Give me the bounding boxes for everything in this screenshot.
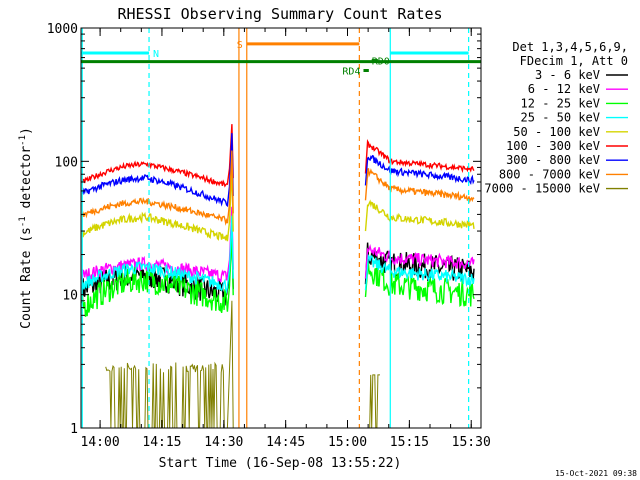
x-axis-label: Start Time (16-Sep-08 13:55:22)	[159, 456, 402, 471]
series-line-pre-3	[81, 215, 234, 294]
y-tick-label-2: 100	[55, 155, 78, 170]
series-line-pre-7	[81, 150, 234, 226]
series-line-pre-2	[81, 232, 234, 317]
x-tick-label-0: 14:00	[81, 435, 120, 450]
chart-title: RHESSI Observing Summary Count Rates	[117, 5, 442, 23]
series-line-post-3	[364, 253, 475, 291]
legend-header-line-1: Det 1,3,4,5,6,9,	[512, 40, 628, 54]
timestamp: 15-Oct-2021 09:38	[555, 469, 637, 478]
x-tick-label-1: 14:15	[142, 435, 181, 450]
y-axis-label: Count Rate (s-1 detector-1)	[18, 127, 34, 329]
legend-label-5: 100 - 300 keV	[506, 139, 600, 153]
legend-label-4: 50 - 100 keV	[513, 125, 600, 139]
series-layer	[81, 124, 475, 429]
x-tick-label-4: 15:00	[328, 435, 367, 450]
series-line-post-6	[364, 154, 475, 186]
x-tick-label-2: 14:30	[204, 435, 243, 450]
series-line-pre-1	[81, 206, 234, 283]
series-line-pre-8	[105, 300, 234, 429]
legend-label-7: 800 - 7000 keV	[499, 167, 600, 181]
legend-label-3: 25 - 50 keV	[521, 111, 600, 125]
series-line-pre-5	[81, 124, 234, 188]
x-tick-label-5: 15:15	[390, 435, 429, 450]
series-line-post-1	[364, 243, 475, 279]
legend-label-6: 300 - 800 keV	[506, 153, 600, 167]
series-line-post-5	[364, 139, 475, 174]
legend: Det 1,3,4,5,6,9, FDecim 1, Att 0 3 - 6 k…	[484, 40, 628, 196]
series-line-post-4	[364, 199, 475, 232]
legend-label-1: 6 - 12 keV	[528, 82, 600, 96]
axis-layer: 1 10 100 1000 14:00 14:15 14:30 14:45 15:00 15:15…	[47, 22, 491, 450]
x-tick-label-6: 15:30	[452, 435, 491, 450]
y-tick-label-1: 10	[62, 289, 78, 304]
series-line-post-8	[369, 374, 380, 429]
status-label-rd4: RD4	[342, 67, 360, 78]
y-tick-label-0: 1	[70, 422, 78, 437]
status-label-n: N	[153, 49, 159, 60]
series-line-pre-6	[81, 133, 234, 208]
overlay-layer: NSRD4RD0	[81, 28, 481, 428]
series-line-pre-4	[81, 168, 234, 242]
series-line-post-2	[364, 262, 475, 307]
x-tick-label-3: 14:45	[266, 435, 305, 450]
plot-frame	[80, 27, 482, 429]
series-line-post-7	[364, 168, 475, 204]
legend-header-line-2: FDecim 1, Att 0	[520, 54, 628, 68]
status-label-s: S	[237, 40, 243, 51]
y-tick-label-3: 1000	[47, 22, 78, 37]
legend-label-8: 7000 - 15000 keV	[484, 182, 600, 196]
legend-label-0: 3 - 6 keV	[535, 68, 600, 82]
legend-label-2: 12 - 25 keV	[521, 96, 600, 110]
